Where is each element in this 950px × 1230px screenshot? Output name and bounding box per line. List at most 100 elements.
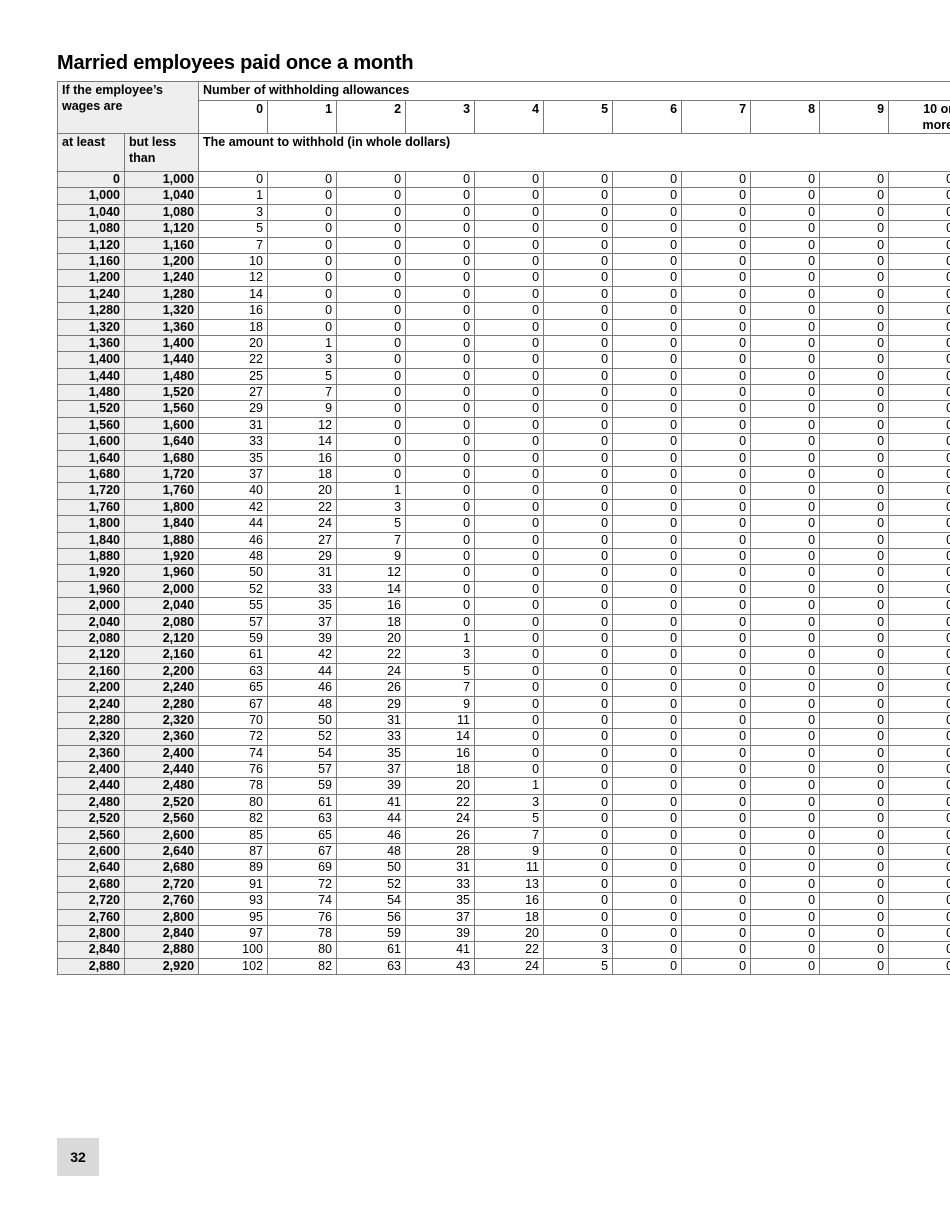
withhold-amount: 0 — [612, 629, 683, 648]
withhold-amount: 0 — [198, 170, 269, 189]
withhold-amount: 14 — [405, 728, 476, 746]
wage-at-least: 2,160 — [57, 662, 125, 681]
wage-at-least: 2,480 — [57, 793, 125, 812]
withhold-amount: 0 — [681, 416, 752, 435]
wage-but-less-than: 1,400 — [123, 334, 200, 353]
withhold-amount: 0 — [543, 629, 614, 648]
withhold-amount: 0 — [612, 744, 683, 763]
withhold-amount: 57 — [198, 613, 269, 631]
allowance-col-7: 7 — [681, 100, 752, 134]
withhold-amount: 0 — [405, 466, 476, 484]
withhold-amount: 0 — [543, 744, 614, 763]
wage-but-less-than: 2,080 — [123, 613, 200, 631]
wage-at-least: 2,320 — [57, 728, 125, 746]
wage-but-less-than: 1,720 — [123, 466, 200, 484]
withhold-amount: 3 — [267, 351, 338, 369]
withhold-amount: 0 — [888, 908, 950, 926]
withhold-amount: 0 — [681, 728, 752, 746]
withhold-amount: 3 — [543, 941, 614, 959]
withhold-amount: 27 — [198, 384, 269, 402]
withhold-amount: 0 — [612, 203, 683, 222]
wage-but-less-than: 2,800 — [123, 908, 200, 926]
withhold-amount: 0 — [681, 498, 752, 517]
wage-but-less-than: 1,320 — [123, 302, 200, 320]
withhold-amount: 0 — [543, 318, 614, 336]
withhold-amount: 85 — [198, 826, 269, 845]
withhold-amount: 0 — [750, 252, 821, 271]
table-row: 1,880 1,920 48 29 9 0 0 0 0 0 0 0 0 — [57, 547, 950, 566]
table-row: 1,240 1,280 14 0 0 0 0 0 0 0 0 0 0 — [57, 285, 950, 304]
withhold-amount: 0 — [819, 826, 890, 845]
wage-but-less-than: 2,000 — [123, 580, 200, 599]
withhold-amount: 54 — [267, 744, 338, 763]
withhold-amount: 0 — [543, 515, 614, 533]
withhold-amount: 16 — [267, 449, 338, 468]
wage-at-least: 2,080 — [57, 629, 125, 648]
withhold-amount: 0 — [612, 613, 683, 631]
withhold-amount: 0 — [681, 531, 752, 549]
table-row: 0 1,000 0 0 0 0 0 0 0 0 0 0 0 — [57, 170, 950, 189]
withhold-amount: 0 — [543, 908, 614, 926]
table-row: 2,720 2,760 93 74 54 35 16 0 0 0 0 0 0 — [57, 892, 950, 910]
withhold-amount: 0 — [612, 859, 683, 877]
withhold-amount: 0 — [612, 400, 683, 418]
withhold-amount: 0 — [405, 547, 476, 566]
withhold-amount: 0 — [612, 334, 683, 353]
wage-at-least: 2,240 — [57, 695, 125, 713]
withhold-amount: 0 — [888, 416, 950, 435]
table-row: 2,880 2,920 102 82 63 43 24 5 0 0 0 0 0 — [57, 957, 950, 976]
wage-at-least: 1,600 — [57, 433, 125, 451]
withhold-amount: 0 — [612, 416, 683, 435]
withhold-amount: 33 — [198, 433, 269, 451]
wage-at-least: 0 — [57, 170, 125, 189]
table-row: 2,400 2,440 76 57 37 18 0 0 0 0 0 0 0 — [57, 761, 950, 779]
withhold-amount: 0 — [612, 384, 683, 402]
withhold-amount: 76 — [267, 908, 338, 926]
withhold-amount: 9 — [474, 843, 545, 861]
withhold-amount: 0 — [405, 613, 476, 631]
withhold-amount: 63 — [336, 957, 407, 976]
withhold-amount: 0 — [267, 285, 338, 304]
table-header: If the employee’s wages are Number of wi… — [56, 81, 950, 172]
withhold-amount: 0 — [405, 433, 476, 451]
withhold-amount: 0 — [888, 302, 950, 320]
withhold-amount: 0 — [336, 170, 407, 189]
withhold-amount: 0 — [474, 646, 545, 664]
wage-but-less-than: 1,600 — [123, 416, 200, 435]
withhold-amount: 0 — [405, 252, 476, 271]
withhold-amount: 16 — [336, 597, 407, 615]
withhold-amount: 0 — [543, 334, 614, 353]
wage-but-less-than: 2,840 — [123, 924, 200, 943]
withhold-amount: 0 — [888, 957, 950, 976]
allowance-col-3: 3 — [405, 100, 476, 134]
wage-but-less-than: 2,440 — [123, 761, 200, 779]
withhold-amount: 33 — [405, 875, 476, 894]
wage-but-less-than: 1,640 — [123, 433, 200, 451]
withhold-amount: 0 — [681, 711, 752, 730]
withhold-amount: 0 — [888, 482, 950, 500]
withhold-amount: 0 — [681, 695, 752, 713]
table-row: 1,760 1,800 42 22 3 0 0 0 0 0 0 0 0 — [57, 498, 950, 517]
wage-at-least: 1,880 — [57, 547, 125, 566]
wage-but-less-than: 2,240 — [123, 679, 200, 697]
withhold-amount: 0 — [750, 793, 821, 812]
withhold-amount: 0 — [474, 531, 545, 549]
allowance-col-6: 6 — [612, 100, 683, 134]
table-row: 2,080 2,120 59 39 20 1 0 0 0 0 0 0 0 — [57, 629, 950, 648]
withhold-amount: 0 — [405, 482, 476, 500]
withhold-amount: 0 — [612, 711, 683, 730]
withhold-amount: 0 — [750, 466, 821, 484]
wage-but-less-than: 2,360 — [123, 728, 200, 746]
wage-at-least: 1,800 — [57, 515, 125, 533]
withhold-amount: 0 — [888, 613, 950, 631]
withhold-amount: 0 — [681, 515, 752, 533]
table-row: 1,800 1,840 44 24 5 0 0 0 0 0 0 0 0 — [57, 515, 950, 533]
withhold-amount: 0 — [474, 170, 545, 189]
withhold-amount: 0 — [543, 170, 614, 189]
wage-but-less-than: 2,600 — [123, 826, 200, 845]
withhold-amount: 18 — [336, 613, 407, 631]
withhold-amount: 0 — [543, 269, 614, 287]
withhold-amount: 5 — [405, 662, 476, 681]
withhold-amount: 22 — [474, 941, 545, 959]
withhold-amount: 52 — [198, 580, 269, 599]
